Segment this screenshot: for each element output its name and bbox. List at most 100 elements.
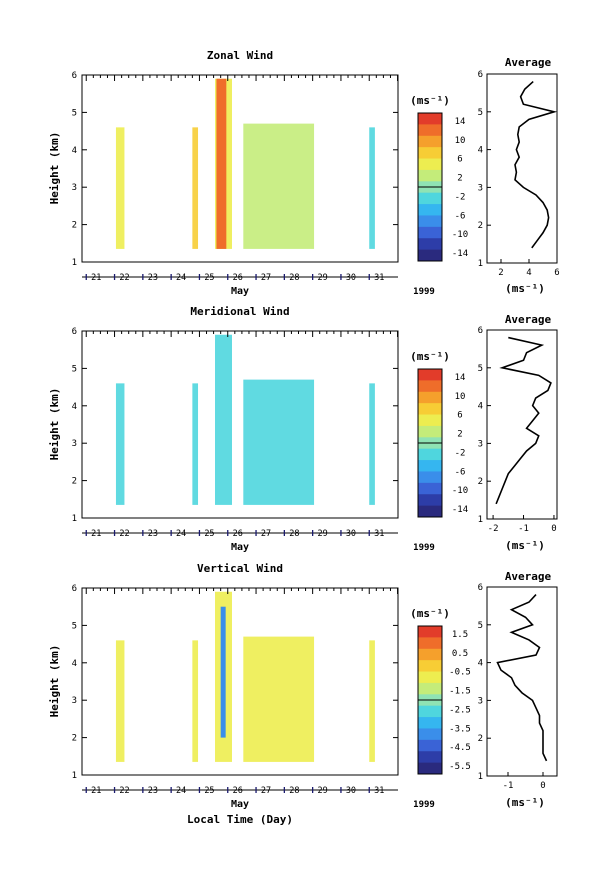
colorbar-cell <box>418 682 442 695</box>
colorbar-cell <box>418 204 442 216</box>
colorbar-cell <box>418 403 442 416</box>
colorbar-cell <box>418 215 442 228</box>
profile-frame <box>486 73 558 264</box>
x-axis-label: May <box>231 799 249 810</box>
data-block <box>243 123 315 249</box>
colorbar-tick-label: 6 <box>457 411 462 421</box>
profile-y-tick-label: 6 <box>478 583 483 593</box>
x-tick-label: 23 <box>148 786 158 796</box>
x-tick-label: 26 <box>233 529 243 539</box>
colorbar-tick-label: -2.5 <box>449 705 471 715</box>
x-tick-label: 23 <box>148 273 158 283</box>
panel-meridional-wind: Meridional Wind Height (km) May 1999 (ms… <box>48 305 558 553</box>
x-tick-label: 26 <box>233 786 243 796</box>
data-block <box>192 383 199 505</box>
plot-frame <box>81 587 399 776</box>
colorbar-tick-label: 14 <box>455 117 466 127</box>
x-tick-label: 23 <box>148 529 158 539</box>
colorbar-tick-label: 14 <box>455 373 466 383</box>
colorbar-cell <box>418 648 442 661</box>
profile-y-tick-label: 6 <box>478 326 483 336</box>
x-tick-label: 22 <box>119 529 129 539</box>
profile-xlabel: (ms⁻¹) <box>505 282 545 295</box>
profile-x-tick-label: -1 <box>503 781 514 791</box>
profile-x-tick-label: 0 <box>540 781 545 791</box>
colorbar-cell <box>418 147 442 160</box>
x-tick-label: 28 <box>289 786 299 796</box>
x-tick-label: 28 <box>289 529 299 539</box>
data-block <box>369 383 375 505</box>
x-tick-label: 22 <box>119 273 129 283</box>
y-tick-label: 3 <box>72 183 77 193</box>
y-axis-label: Height (km) <box>48 388 61 461</box>
y-tick-label: 4 <box>72 402 77 412</box>
profile-line <box>496 594 548 762</box>
colorbar-tick-label: -1.5 <box>449 687 471 697</box>
profile-x-tick-label: 6 <box>554 268 559 278</box>
x-tick-label: 29 <box>318 786 328 796</box>
x-tick-label: 24 <box>176 529 186 539</box>
profile-frame <box>486 586 558 777</box>
colorbar-tick-label: -6 <box>455 211 466 221</box>
colorbar-cell <box>418 705 442 718</box>
data-block <box>115 383 125 505</box>
y-tick-label: 2 <box>72 221 77 231</box>
colorbar-cell <box>418 739 442 752</box>
profile-y-tick-label: 3 <box>478 696 483 706</box>
data-block <box>115 127 125 249</box>
year-label: 1999 <box>413 287 435 297</box>
data-block <box>215 334 232 505</box>
colorbar-cell <box>418 238 442 251</box>
y-tick-label: 5 <box>72 364 77 374</box>
profile-x-tick-label: 2 <box>498 268 503 278</box>
data-block <box>115 640 125 762</box>
profile-y-tick-label: 4 <box>478 146 483 156</box>
profile-y-tick-label: 4 <box>478 659 483 669</box>
colorbar-cell <box>418 494 442 507</box>
colorbar-tick-label: -2 <box>455 448 466 458</box>
y-tick-label: 2 <box>72 477 77 487</box>
x-tick-label: 22 <box>119 786 129 796</box>
year-label: 1999 <box>413 800 435 810</box>
profile-x-tick-label: -1 <box>518 524 529 534</box>
colorbar-cell <box>418 425 442 438</box>
y-tick-label: 6 <box>72 584 77 594</box>
colorbar-tick-label: -4.5 <box>449 743 471 753</box>
x-tick-label: 21 <box>91 786 101 796</box>
colorbar-cell <box>418 762 442 775</box>
x-axis-label: May <box>231 286 249 297</box>
colorbar-cell <box>418 460 442 472</box>
colorbar-cell <box>418 660 442 673</box>
y-tick-label: 5 <box>72 108 77 118</box>
colorbar-cell <box>418 380 442 393</box>
profile-title: Average <box>505 313 552 326</box>
x-tick-label: 25 <box>204 273 214 283</box>
colorbar-tick-label: -14 <box>452 249 468 259</box>
y-tick-label: 3 <box>72 696 77 706</box>
colorbar-unit: (ms⁻¹) <box>410 607 450 620</box>
x-tick-label: 27 <box>261 529 271 539</box>
x-tick-label: 29 <box>318 529 328 539</box>
colorbar-tick-label: -6 <box>455 467 466 477</box>
y-tick-label: 6 <box>72 327 77 337</box>
colorbar-tick-label: 10 <box>455 392 466 402</box>
panel-vertical-wind: Vertical Wind Height (km) May 1999 (ms⁻¹… <box>48 562 558 810</box>
panel-zonal-wind: Zonal Wind Height (km) May 1999 (ms⁻¹) A… <box>48 49 560 297</box>
profile-y-tick-label: 1 <box>478 259 483 269</box>
data-block <box>369 127 375 249</box>
x-tick-label: 21 <box>91 529 101 539</box>
colorbar-cell <box>418 124 442 137</box>
x-tick-label: 28 <box>289 273 299 283</box>
colorbar-unit: (ms⁻¹) <box>410 94 450 107</box>
colorbar-cell <box>418 113 442 125</box>
colorbar-cell <box>418 414 442 427</box>
profile-title: Average <box>505 570 552 583</box>
x-tick-label: 24 <box>176 786 186 796</box>
colorbar-cell <box>418 671 442 684</box>
panel-title: Vertical Wind <box>197 562 283 575</box>
profile-y-tick-label: 3 <box>478 183 483 193</box>
colorbar-cell <box>418 637 442 650</box>
